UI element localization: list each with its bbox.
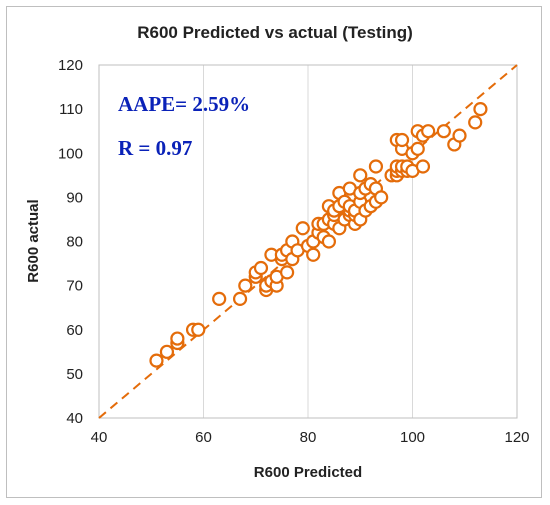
- plot-area-border: [98, 64, 518, 419]
- data-point: [452, 128, 467, 143]
- r-annotation: R = 0.97: [118, 136, 192, 160]
- data-point: [468, 115, 483, 130]
- data-point: [253, 260, 269, 276]
- y-tick-label: 50: [66, 366, 83, 383]
- data-point: [170, 331, 185, 346]
- y-tick-label: 70: [66, 278, 83, 295]
- data-point: [368, 159, 384, 174]
- data-point: [394, 132, 410, 148]
- data-point: [436, 124, 451, 139]
- data-point: [473, 102, 488, 117]
- data-point: [421, 124, 436, 139]
- data-points: [149, 102, 488, 368]
- x-tick-label: 60: [195, 429, 212, 446]
- data-point: [159, 344, 175, 359]
- y-axis-label: R600 actual: [25, 199, 42, 282]
- x-tick-label: 40: [91, 429, 108, 446]
- x-tick-label: 80: [300, 429, 317, 446]
- chart-title: R600 Predicted vs actual (Testing): [137, 23, 413, 42]
- aape-annotation: AAPE= 2.59%: [118, 92, 250, 116]
- x-axis-label: R600 Predicted: [254, 464, 362, 481]
- y-tick-label: 110: [59, 101, 83, 118]
- data-point: [212, 291, 227, 306]
- y-tick-label: 60: [66, 322, 83, 339]
- y-tick-label: 40: [66, 410, 83, 427]
- data-point: [238, 278, 253, 293]
- y-tick-label: 100: [58, 145, 83, 162]
- x-tick-label: 100: [400, 429, 425, 446]
- y-tick-label: 120: [58, 57, 83, 74]
- data-point: [410, 141, 425, 156]
- data-point: [374, 190, 389, 205]
- data-point: [353, 168, 368, 183]
- data-point: [191, 322, 206, 337]
- data-point: [306, 247, 321, 262]
- y-tick-label: 90: [66, 189, 83, 206]
- data-point: [321, 234, 336, 249]
- data-point: [415, 159, 431, 174]
- data-point: [232, 291, 248, 306]
- data-point: [149, 353, 164, 368]
- x-tick-label: 120: [504, 429, 529, 446]
- plot-border: [98, 64, 518, 419]
- data-point: [280, 265, 295, 280]
- y-axis-ticks: 40 50 60 70 80 90 100 110 120: [58, 57, 83, 427]
- data-point: [295, 221, 310, 236]
- y-tick-label: 80: [66, 234, 83, 251]
- x-axis-ticks: 40 60 80 100 120: [91, 429, 530, 446]
